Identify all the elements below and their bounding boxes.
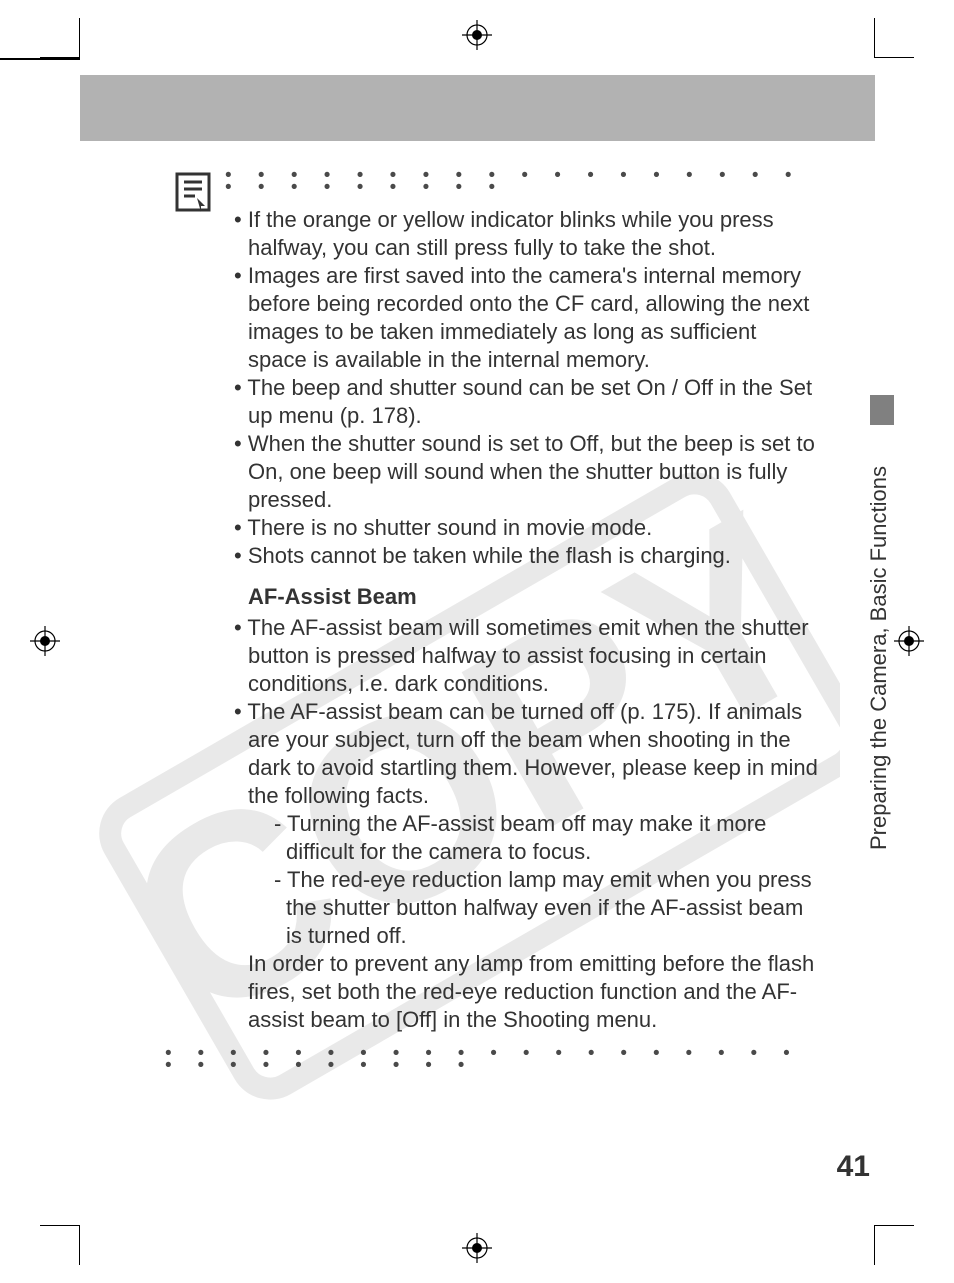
- section-item: The AF-assist beam can be turned off (p.…: [232, 698, 820, 810]
- crop-mark-tl: [40, 18, 80, 58]
- dots-row-top: • • • • • • • • • • • • • • • • • • • • …: [225, 170, 820, 194]
- section-list: The AF-assist beam will sometimes emit w…: [232, 614, 820, 810]
- registration-mark-top: [462, 20, 492, 50]
- closing-text: In order to prevent any lamp from emitti…: [248, 950, 820, 1034]
- rule-top-left: [0, 58, 80, 60]
- notes-list: If the orange or yellow indicator blinks…: [232, 206, 820, 570]
- crop-mark-tr: [874, 18, 914, 58]
- side-label: Preparing the Camera, Basic Functions: [866, 430, 896, 850]
- section-heading: AF-Assist Beam: [248, 584, 820, 610]
- note-item: There is no shutter sound in movie mode.: [232, 514, 820, 542]
- header-gray-band: [80, 75, 875, 141]
- registration-mark-left: [30, 626, 60, 656]
- page-content: • • • • • • • • • • • • • • • • • • • • …: [170, 170, 820, 1072]
- dash-list: - Turning the AF-assist beam off may mak…: [270, 810, 820, 1034]
- side-tab: [870, 395, 894, 425]
- note-item: When the shutter sound is set to Off, bu…: [232, 430, 820, 514]
- note-item: The beep and shutter sound can be set On…: [232, 374, 820, 430]
- note-item: Shots cannot be taken while the flash is…: [232, 542, 820, 570]
- section-item: The AF-assist beam will sometimes emit w…: [232, 614, 820, 698]
- dots-row-bottom: • • • • • • • • • • • • • • • • • • • • …: [165, 1048, 820, 1072]
- registration-mark-bottom: [462, 1233, 492, 1263]
- page-number: 41: [837, 1150, 870, 1184]
- crop-mark-br: [874, 1225, 914, 1265]
- dash-item: - Turning the AF-assist beam off may mak…: [270, 810, 820, 866]
- dash-item: - The red-eye reduction lamp may emit wh…: [270, 866, 820, 950]
- note-item: Images are first saved into the camera's…: [232, 262, 820, 374]
- note-item: If the orange or yellow indicator blinks…: [232, 206, 820, 262]
- registration-mark-right: [894, 626, 924, 656]
- crop-mark-bl: [40, 1225, 80, 1265]
